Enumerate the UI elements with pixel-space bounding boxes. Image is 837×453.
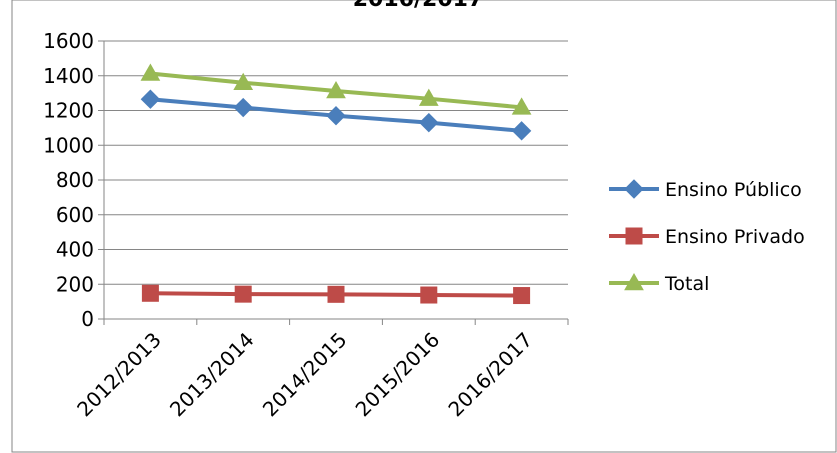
legend-marker-1	[625, 227, 643, 245]
data-point-1-2	[327, 285, 345, 303]
y-tick-label: 400	[56, 238, 94, 262]
data-point-2-0	[140, 63, 161, 81]
y-tick-label: 1000	[43, 133, 94, 157]
axes	[98, 40, 569, 325]
data-point-0-4	[511, 121, 532, 141]
data-point-0-3	[419, 112, 439, 133]
legend-label-0: Ensino Público	[665, 179, 802, 201]
legend-marker-2	[624, 272, 644, 291]
y-tick-label: 1200	[43, 99, 94, 123]
data-point-2-4	[511, 97, 532, 115]
y-tick-label: 200	[56, 272, 94, 296]
y-axis-tick-labels: 0 200 400 600 800 1000 1200 1400 1600	[43, 29, 94, 331]
data-point-1-3	[420, 286, 438, 304]
data-point-0-0	[140, 89, 161, 109]
y-tick-label: 1400	[43, 64, 94, 88]
data-point-2-3	[418, 88, 439, 106]
data-point-2-1	[233, 72, 254, 90]
data-point-2-2	[326, 81, 346, 99]
y-tick-label: 600	[56, 203, 94, 227]
y-tick-label: 800	[56, 168, 94, 192]
data-point-0-1	[233, 97, 253, 118]
y-tick-label: 1600	[43, 29, 94, 53]
data-point-0-2	[326, 106, 346, 126]
legend-label-2: Total	[664, 273, 709, 295]
data-point-1-0	[141, 284, 159, 302]
chart-title: 2016/2017	[353, 0, 484, 12]
data-point-1-1	[234, 285, 252, 303]
data-point-1-4	[513, 287, 531, 305]
legend-marker-0	[624, 179, 644, 199]
series-group	[140, 63, 532, 305]
legend-label-1: Ensino Privado	[665, 226, 805, 248]
y-tick-label: 0	[81, 307, 94, 331]
legend: Ensino Público Ensino Privado Total	[609, 179, 805, 295]
